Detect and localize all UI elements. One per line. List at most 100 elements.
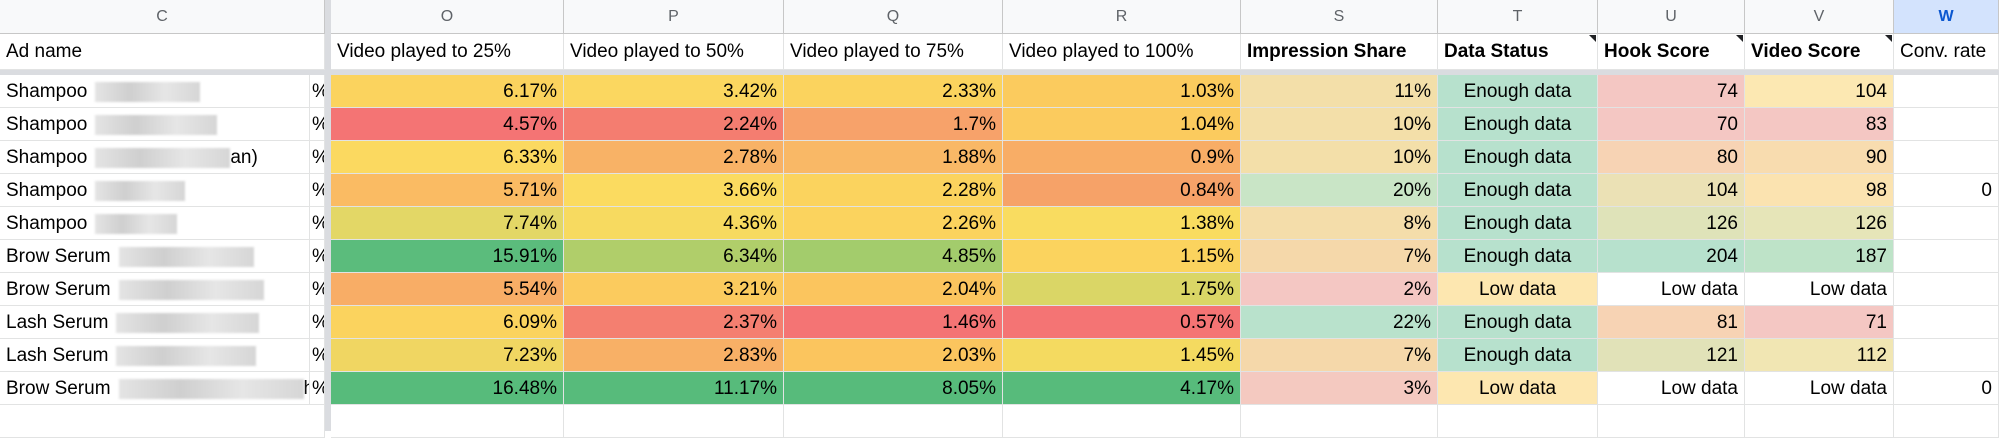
cell-video-score[interactable]: 104 xyxy=(1745,75,1894,108)
cell-video-25[interactable]: 15.91% xyxy=(331,240,564,273)
cell-video-score[interactable]: Low data xyxy=(1745,372,1894,405)
cell-ad-name-title[interactable]: Ad name xyxy=(0,34,325,70)
cell-video-score-title[interactable]: Video Score xyxy=(1745,34,1894,70)
cell-video-score[interactable]: Low data xyxy=(1745,273,1894,306)
cell-video-score[interactable]: 112 xyxy=(1745,339,1894,372)
cell-impression-share[interactable]: 7% xyxy=(1241,240,1438,273)
cell-hidden-column-overflow[interactable]: % xyxy=(310,372,325,405)
frozen-column-separator[interactable] xyxy=(325,0,331,431)
empty-cell[interactable] xyxy=(1598,405,1745,438)
cell-hook-score[interactable]: 80 xyxy=(1598,141,1745,174)
cell-video-100[interactable]: 1.45% xyxy=(1003,339,1241,372)
cell-video-75[interactable]: 1.46% xyxy=(784,306,1003,339)
cell-impression-share[interactable]: 8% xyxy=(1241,207,1438,240)
cell-video-25[interactable]: 7.74% xyxy=(331,207,564,240)
cell-ad-name[interactable]: Lash Serum xyxy=(0,339,310,372)
cell-ad-name[interactable]: Shampoo xyxy=(0,207,310,240)
empty-cell[interactable] xyxy=(784,405,1003,438)
cell-hidden-column-overflow[interactable]: % xyxy=(310,108,325,141)
cell-video-score[interactable]: 126 xyxy=(1745,207,1894,240)
empty-cell[interactable] xyxy=(1894,405,1999,438)
cell-impression-share[interactable]: 22% xyxy=(1241,306,1438,339)
comment-indicator-icon[interactable] xyxy=(1885,35,1892,42)
cell-conv-rate[interactable] xyxy=(1894,108,1999,141)
cell-video-score[interactable]: 187 xyxy=(1745,240,1894,273)
cell-video-100[interactable]: 4.17% xyxy=(1003,372,1241,405)
cell-video-50[interactable]: 3.66% xyxy=(564,174,784,207)
cell-hidden-column-overflow[interactable]: % xyxy=(310,75,325,108)
cell-impression-share[interactable]: 10% xyxy=(1241,108,1438,141)
cell-video-25-title[interactable]: Video played to 25% xyxy=(331,34,564,70)
cell-ad-name[interactable]: Shampoo an) xyxy=(0,141,310,174)
cell-video-50[interactable]: 6.34% xyxy=(564,240,784,273)
cell-hidden-column-overflow[interactable]: % xyxy=(310,174,325,207)
cell-conv-rate[interactable] xyxy=(1894,207,1999,240)
cell-video-75[interactable]: 1.7% xyxy=(784,108,1003,141)
cell-video-25[interactable]: 5.71% xyxy=(331,174,564,207)
cell-data-status[interactable]: Enough data xyxy=(1438,141,1598,174)
cell-video-25[interactable]: 4.57% xyxy=(331,108,564,141)
cell-video-75[interactable]: 2.26% xyxy=(784,207,1003,240)
cell-data-status[interactable]: Low data xyxy=(1438,273,1598,306)
cell-hidden-column-overflow[interactable]: % xyxy=(310,207,325,240)
cell-video-50[interactable]: 2.83% xyxy=(564,339,784,372)
cell-data-status[interactable]: Enough data xyxy=(1438,174,1598,207)
cell-video-50[interactable]: 2.37% xyxy=(564,306,784,339)
cell-hidden-column-overflow[interactable]: % xyxy=(310,141,325,174)
cell-hidden-column-overflow[interactable]: % xyxy=(310,306,325,339)
cell-hook-score[interactable]: Low data xyxy=(1598,273,1745,306)
cell-video-100[interactable]: 0.84% xyxy=(1003,174,1241,207)
empty-cell[interactable] xyxy=(1438,405,1598,438)
cell-conv-rate[interactable] xyxy=(1894,339,1999,372)
cell-data-status[interactable]: Enough data xyxy=(1438,207,1598,240)
cell-data-status[interactable]: Low data xyxy=(1438,372,1598,405)
cell-data-status[interactable]: Enough data xyxy=(1438,108,1598,141)
cell-video-25[interactable]: 6.09% xyxy=(331,306,564,339)
cell-video-25[interactable]: 16.48% xyxy=(331,372,564,405)
empty-cell[interactable] xyxy=(564,405,784,438)
cell-video-75[interactable]: 2.03% xyxy=(784,339,1003,372)
cell-hook-score[interactable]: 104 xyxy=(1598,174,1745,207)
cell-video-75[interactable]: 8.05% xyxy=(784,372,1003,405)
cell-impression-share[interactable]: 2% xyxy=(1241,273,1438,306)
empty-cell[interactable] xyxy=(0,405,325,438)
cell-hook-score[interactable]: 126 xyxy=(1598,207,1745,240)
cell-video-25[interactable]: 7.23% xyxy=(331,339,564,372)
cell-hook-score[interactable]: Low data xyxy=(1598,372,1745,405)
cell-data-status[interactable]: Enough data xyxy=(1438,75,1598,108)
cell-video-75[interactable]: 1.88% xyxy=(784,141,1003,174)
cell-impression-share[interactable]: 3% xyxy=(1241,372,1438,405)
empty-cell[interactable] xyxy=(1745,405,1894,438)
column-header-q[interactable]: Q xyxy=(784,0,1003,34)
cell-conv-rate[interactable] xyxy=(1894,273,1999,306)
cell-ad-name[interactable]: Lash Serum xyxy=(0,306,310,339)
cell-ad-name[interactable]: Brow Serum h xyxy=(0,372,310,405)
cell-hook-score[interactable]: 81 xyxy=(1598,306,1745,339)
cell-impression-share[interactable]: 10% xyxy=(1241,141,1438,174)
cell-video-50[interactable]: 3.21% xyxy=(564,273,784,306)
cell-impression-share[interactable]: 20% xyxy=(1241,174,1438,207)
cell-video-score[interactable]: 83 xyxy=(1745,108,1894,141)
cell-video-100[interactable]: 1.04% xyxy=(1003,108,1241,141)
cell-conv-rate[interactable] xyxy=(1894,141,1999,174)
cell-ad-name[interactable]: Shampoo xyxy=(0,108,310,141)
empty-cell[interactable] xyxy=(331,405,564,438)
cell-video-25[interactable]: 5.54% xyxy=(331,273,564,306)
cell-video-75[interactable]: 2.04% xyxy=(784,273,1003,306)
cell-conv-rate[interactable]: 0 xyxy=(1894,372,1999,405)
cell-video-75[interactable]: 2.33% xyxy=(784,75,1003,108)
cell-video-75[interactable]: 2.28% xyxy=(784,174,1003,207)
cell-video-75-title[interactable]: Video played to 75% xyxy=(784,34,1003,70)
cell-conv-rate-title[interactable]: Conv. rate xyxy=(1894,34,1999,70)
cell-video-75[interactable]: 4.85% xyxy=(784,240,1003,273)
cell-video-25[interactable]: 6.17% xyxy=(331,75,564,108)
cell-video-100[interactable]: 0.57% xyxy=(1003,306,1241,339)
cell-video-50[interactable]: 2.24% xyxy=(564,108,784,141)
cell-video-50[interactable]: 3.42% xyxy=(564,75,784,108)
cell-video-score[interactable]: 71 xyxy=(1745,306,1894,339)
cell-video-100[interactable]: 1.38% xyxy=(1003,207,1241,240)
cell-video-100[interactable]: 1.15% xyxy=(1003,240,1241,273)
cell-impression-share-title[interactable]: Impression Share xyxy=(1241,34,1438,70)
cell-video-100[interactable]: 0.9% xyxy=(1003,141,1241,174)
cell-video-100[interactable]: 1.03% xyxy=(1003,75,1241,108)
